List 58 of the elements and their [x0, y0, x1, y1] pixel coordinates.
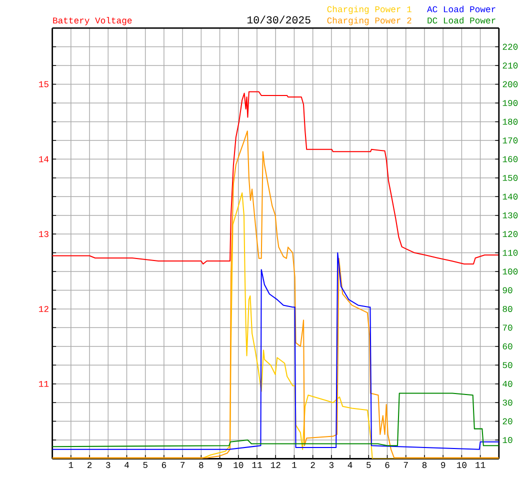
y2-tick-label: 80 [502, 306, 512, 312]
x-tick-label: 11 [476, 462, 486, 468]
y2-tick-label: 10 [502, 436, 512, 443]
y2-tick-label: 180 [502, 118, 518, 124]
y2-tick-label: 40 [502, 380, 512, 387]
y2-tick-label: 60 [502, 343, 512, 350]
y-tick-label: 15 [39, 81, 48, 87]
x-tick-label: 1 [68, 462, 74, 468]
y-tick-label: 13 [39, 230, 48, 237]
chart-title: 10/30/2025 [247, 15, 310, 24]
y2-tick-label: 140 [502, 193, 518, 200]
x-tick-label: 4 [124, 462, 129, 468]
y2-tick-label: 220 [502, 44, 518, 50]
y-tick-label: 12 [39, 306, 48, 312]
x-tick-label: 9 [441, 462, 446, 468]
y-tick-label: 14 [39, 156, 49, 162]
y2-tick-label: 210 [502, 62, 518, 68]
x-tick-label: 9 [218, 462, 222, 468]
text: DC Load Power [428, 16, 496, 24]
y2-tick-label: 160 [502, 156, 518, 162]
x-tick-label: 5 [143, 462, 148, 468]
line-series [52, 252, 499, 450]
text: Charging Power 1 [327, 6, 412, 14]
y-axis-title: Battery Voltage [53, 16, 132, 26]
y2-tick-label: 50 [502, 362, 512, 368]
y2-tick-label: 100 [502, 268, 518, 274]
y2-tick-label: 20 [502, 418, 512, 424]
x-tick-label: 3 [106, 462, 110, 468]
text: Charging Power 2 [327, 16, 412, 25]
x-tick-label: 5 [366, 462, 371, 468]
x-tick-label: 7 [180, 462, 185, 468]
x-tick-label: 2 [88, 462, 92, 468]
y2-tick-label: 150 [502, 174, 518, 181]
y2-tick-label: 190 [502, 100, 518, 106]
x-tick-label: 8 [199, 462, 204, 468]
y2-tick-label: 200 [502, 81, 518, 88]
x-tick-label: 4 [348, 462, 352, 468]
x-tick-label: 12 [270, 462, 280, 468]
y2-tick-label: 170 [502, 137, 518, 144]
y2-tick-label: 30 [502, 399, 512, 406]
x-tick-label: 2 [310, 462, 315, 468]
text: AC Load Power [427, 6, 496, 12]
y2-tick-label: 110 [502, 250, 518, 256]
x-tick-label: 11 [252, 462, 262, 468]
x-tick-label: 7 [404, 462, 408, 468]
y-tick-label: 11 [39, 380, 49, 387]
y2-tick-label: 120 [502, 230, 518, 237]
x-tick-label: 10 [234, 462, 244, 468]
y2-tick-label: 70 [502, 324, 512, 330]
x-tick-label: 6 [385, 462, 390, 468]
x-tick-label: 6 [162, 462, 166, 468]
x-tick-label: 8 [422, 462, 427, 468]
line-series [52, 91, 500, 264]
x-tick-label: 10 [457, 462, 466, 468]
y2-tick-label: 90 [502, 286, 512, 294]
x-tick-label: 3 [329, 462, 334, 468]
y2-tick-label: 130 [502, 212, 518, 218]
x-tick-label: 1 [292, 462, 296, 468]
